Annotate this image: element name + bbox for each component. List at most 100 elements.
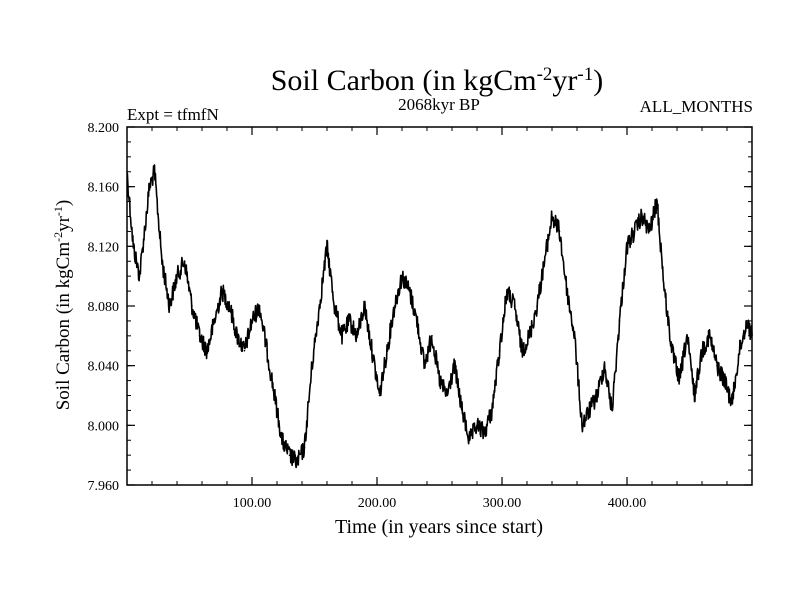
data-point bbox=[693, 394, 696, 397]
y-tick-label: 8.120 bbox=[88, 240, 120, 255]
data-point bbox=[566, 290, 568, 292]
data-point bbox=[708, 335, 711, 337]
data-point bbox=[603, 364, 606, 367]
data-point bbox=[341, 335, 343, 337]
data-point bbox=[716, 364, 718, 367]
y-tick-label: 8.200 bbox=[88, 121, 120, 136]
data-point bbox=[558, 230, 561, 233]
data-point bbox=[506, 290, 508, 292]
y-tick-label: 8.080 bbox=[88, 300, 120, 315]
data-point bbox=[176, 275, 178, 278]
data-point bbox=[641, 215, 643, 218]
data-point bbox=[731, 402, 733, 404]
data-point bbox=[371, 349, 373, 352]
x-tick-label: 400.00 bbox=[608, 496, 647, 511]
data-point bbox=[551, 215, 553, 218]
data-point bbox=[618, 320, 621, 322]
data-point bbox=[416, 320, 418, 322]
data-point bbox=[453, 364, 456, 367]
data-point bbox=[281, 439, 283, 442]
data-point bbox=[588, 409, 591, 412]
data-point bbox=[521, 349, 523, 352]
data-point bbox=[348, 320, 351, 322]
data-point bbox=[273, 394, 276, 397]
series-group bbox=[126, 164, 753, 469]
data-point bbox=[498, 349, 501, 352]
data-point bbox=[626, 245, 628, 248]
data-point bbox=[678, 379, 681, 382]
data-point bbox=[513, 305, 516, 307]
data-point bbox=[611, 409, 613, 412]
plot-frame bbox=[126, 126, 753, 486]
x-tick-label: 100.00 bbox=[233, 496, 272, 511]
data-point bbox=[243, 349, 246, 352]
data-point bbox=[318, 305, 321, 307]
data-point bbox=[746, 320, 748, 322]
data-point bbox=[296, 461, 298, 464]
data-point bbox=[686, 335, 688, 337]
data-point bbox=[543, 260, 546, 263]
data-point bbox=[191, 305, 193, 307]
data-point bbox=[671, 349, 673, 352]
data-point bbox=[198, 335, 201, 337]
y-axis-label: Soil Carbon (in kgCm-2yr-1) bbox=[51, 200, 74, 411]
data-point bbox=[431, 335, 433, 337]
data-point bbox=[363, 305, 366, 307]
data-point bbox=[663, 290, 666, 292]
data-point bbox=[483, 432, 486, 434]
data-point bbox=[401, 275, 403, 278]
y-tick-label: 8.000 bbox=[88, 419, 120, 434]
data-point bbox=[228, 305, 231, 307]
data-point bbox=[251, 320, 253, 322]
data-point bbox=[491, 409, 493, 412]
data-point bbox=[168, 305, 171, 307]
data-point bbox=[288, 454, 291, 457]
data-point bbox=[266, 349, 268, 352]
data-point bbox=[408, 290, 411, 292]
chart-title: Soil Carbon (in kgCm-2yr-1) bbox=[271, 64, 604, 98]
x-tick-label: 300.00 bbox=[483, 496, 522, 511]
data-point bbox=[386, 349, 388, 352]
data-point bbox=[633, 230, 636, 233]
data-point bbox=[528, 335, 531, 337]
data-point bbox=[581, 424, 583, 427]
data-point bbox=[738, 349, 741, 352]
axis-ticks: 7.960 8.000 8.040 8.080 8.120 8.160 8.200 100.0… bbox=[88, 121, 752, 511]
data-point bbox=[356, 335, 358, 337]
data-point bbox=[723, 379, 726, 382]
data-point bbox=[311, 364, 313, 367]
y-tick-label: 7.960 bbox=[88, 479, 120, 494]
data-point bbox=[378, 394, 381, 397]
data-point bbox=[596, 394, 598, 397]
data-point bbox=[461, 409, 463, 412]
data-point bbox=[701, 349, 703, 352]
data-point bbox=[438, 379, 441, 382]
data-point bbox=[132, 245, 135, 248]
data-point bbox=[161, 260, 163, 263]
series-line bbox=[126, 164, 753, 469]
data-point bbox=[476, 424, 478, 427]
data-point bbox=[183, 260, 186, 263]
data-point bbox=[221, 290, 223, 292]
y-tick-label: 8.160 bbox=[88, 181, 120, 196]
data-point bbox=[236, 335, 238, 337]
y-tick-label: 8.040 bbox=[88, 360, 120, 375]
data-point bbox=[213, 320, 216, 322]
data-point bbox=[138, 275, 141, 278]
data-point bbox=[468, 439, 471, 442]
x-tick-label: 200.00 bbox=[358, 496, 397, 511]
data-point bbox=[206, 349, 208, 352]
x-axis-label: Time (in years since start) bbox=[335, 516, 543, 538]
data-point bbox=[326, 245, 328, 248]
data-point bbox=[258, 305, 261, 307]
data-point bbox=[333, 305, 336, 307]
data-point bbox=[536, 305, 538, 307]
data-point bbox=[148, 185, 151, 188]
months-label: ALL_MONTHS bbox=[640, 97, 753, 116]
expt-label: Expt = tfmfN bbox=[127, 105, 219, 124]
data-point bbox=[656, 200, 658, 203]
data-point bbox=[446, 394, 448, 397]
data-point bbox=[393, 305, 396, 307]
data-point bbox=[648, 230, 651, 233]
